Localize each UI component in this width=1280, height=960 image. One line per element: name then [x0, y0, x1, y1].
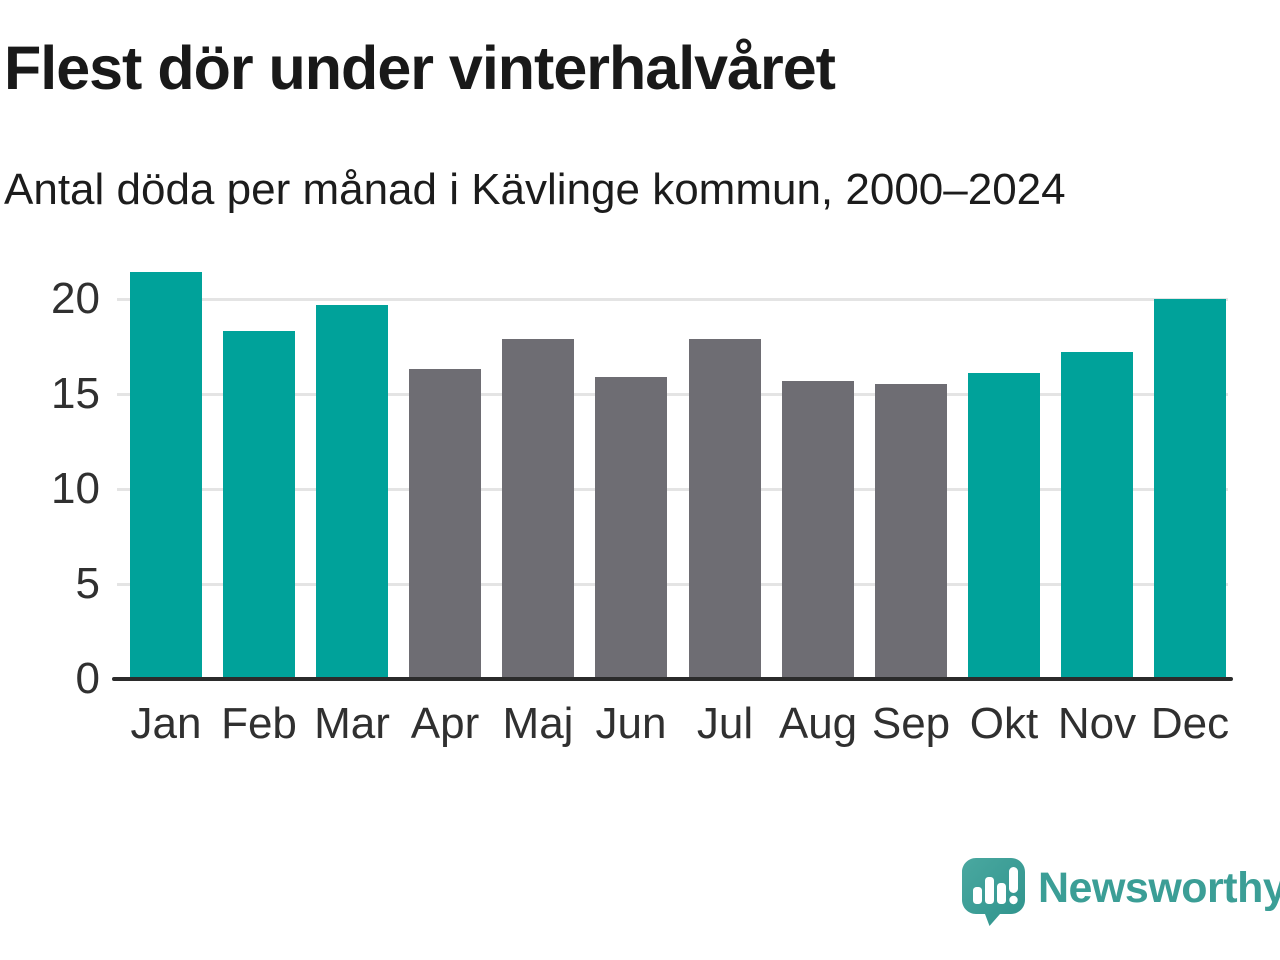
bar-jun [595, 377, 667, 679]
x-tick-label-okt: Okt [969, 699, 1039, 748]
x-tick-label-apr: Apr [410, 699, 480, 748]
bar-aug [782, 381, 854, 679]
x-tick-label-mar: Mar [314, 699, 390, 748]
newsworthy-logo: Newsworthy [962, 858, 1280, 926]
bar-jan [130, 272, 202, 679]
gridline-10 [117, 488, 1228, 491]
bar-maj [502, 339, 574, 679]
x-tick-label-sep: Sep [871, 699, 951, 748]
newsworthy-logo-text: Newsworthy [1038, 863, 1280, 912]
y-tick-label-20: 20 [51, 274, 100, 323]
bar-dec [1154, 299, 1226, 679]
x-tick-label-jan: Jan [130, 699, 202, 748]
y-tick-label-0: 0 [75, 654, 100, 703]
bar-sep [875, 384, 947, 679]
y-axis-labels: 0 5 10 15 20 [0, 260, 100, 701]
bar-okt [968, 373, 1040, 679]
x-axis-line [112, 677, 1233, 681]
bar-mar [316, 305, 388, 679]
newsworthy-chart-speech-bubble-icon [962, 858, 1025, 926]
y-tick-label-5: 5 [75, 559, 100, 608]
x-tick-label-nov: Nov [1057, 699, 1137, 748]
plot-area [117, 260, 1228, 679]
chart-title: Flest dör under vinterhalvåret [4, 34, 836, 102]
gridline-15 [117, 393, 1228, 396]
gridline-20 [117, 298, 1228, 301]
x-tick-label-feb: Feb [221, 699, 297, 748]
y-tick-label-10: 10 [51, 464, 100, 513]
y-tick-label-15: 15 [51, 369, 100, 418]
bar-nov [1061, 352, 1133, 679]
bar-feb [223, 331, 295, 679]
x-tick-label-jul: Jul [696, 699, 754, 748]
bar-jul [689, 339, 761, 679]
gridline-5 [117, 583, 1228, 586]
bar-apr [409, 369, 481, 679]
x-tick-label-dec: Dec [1150, 699, 1230, 748]
x-tick-label-jun: Jun [595, 699, 667, 748]
x-tick-label-maj: Maj [502, 699, 574, 748]
x-axis-labels: Jan Feb Mar Apr Maj Jun Jul Aug Sep Okt Nov Dec [117, 699, 1230, 758]
chart-subtitle: Antal döda per månad i Kävlinge kommun, … [4, 165, 1066, 214]
x-tick-label-aug: Aug [778, 699, 858, 748]
